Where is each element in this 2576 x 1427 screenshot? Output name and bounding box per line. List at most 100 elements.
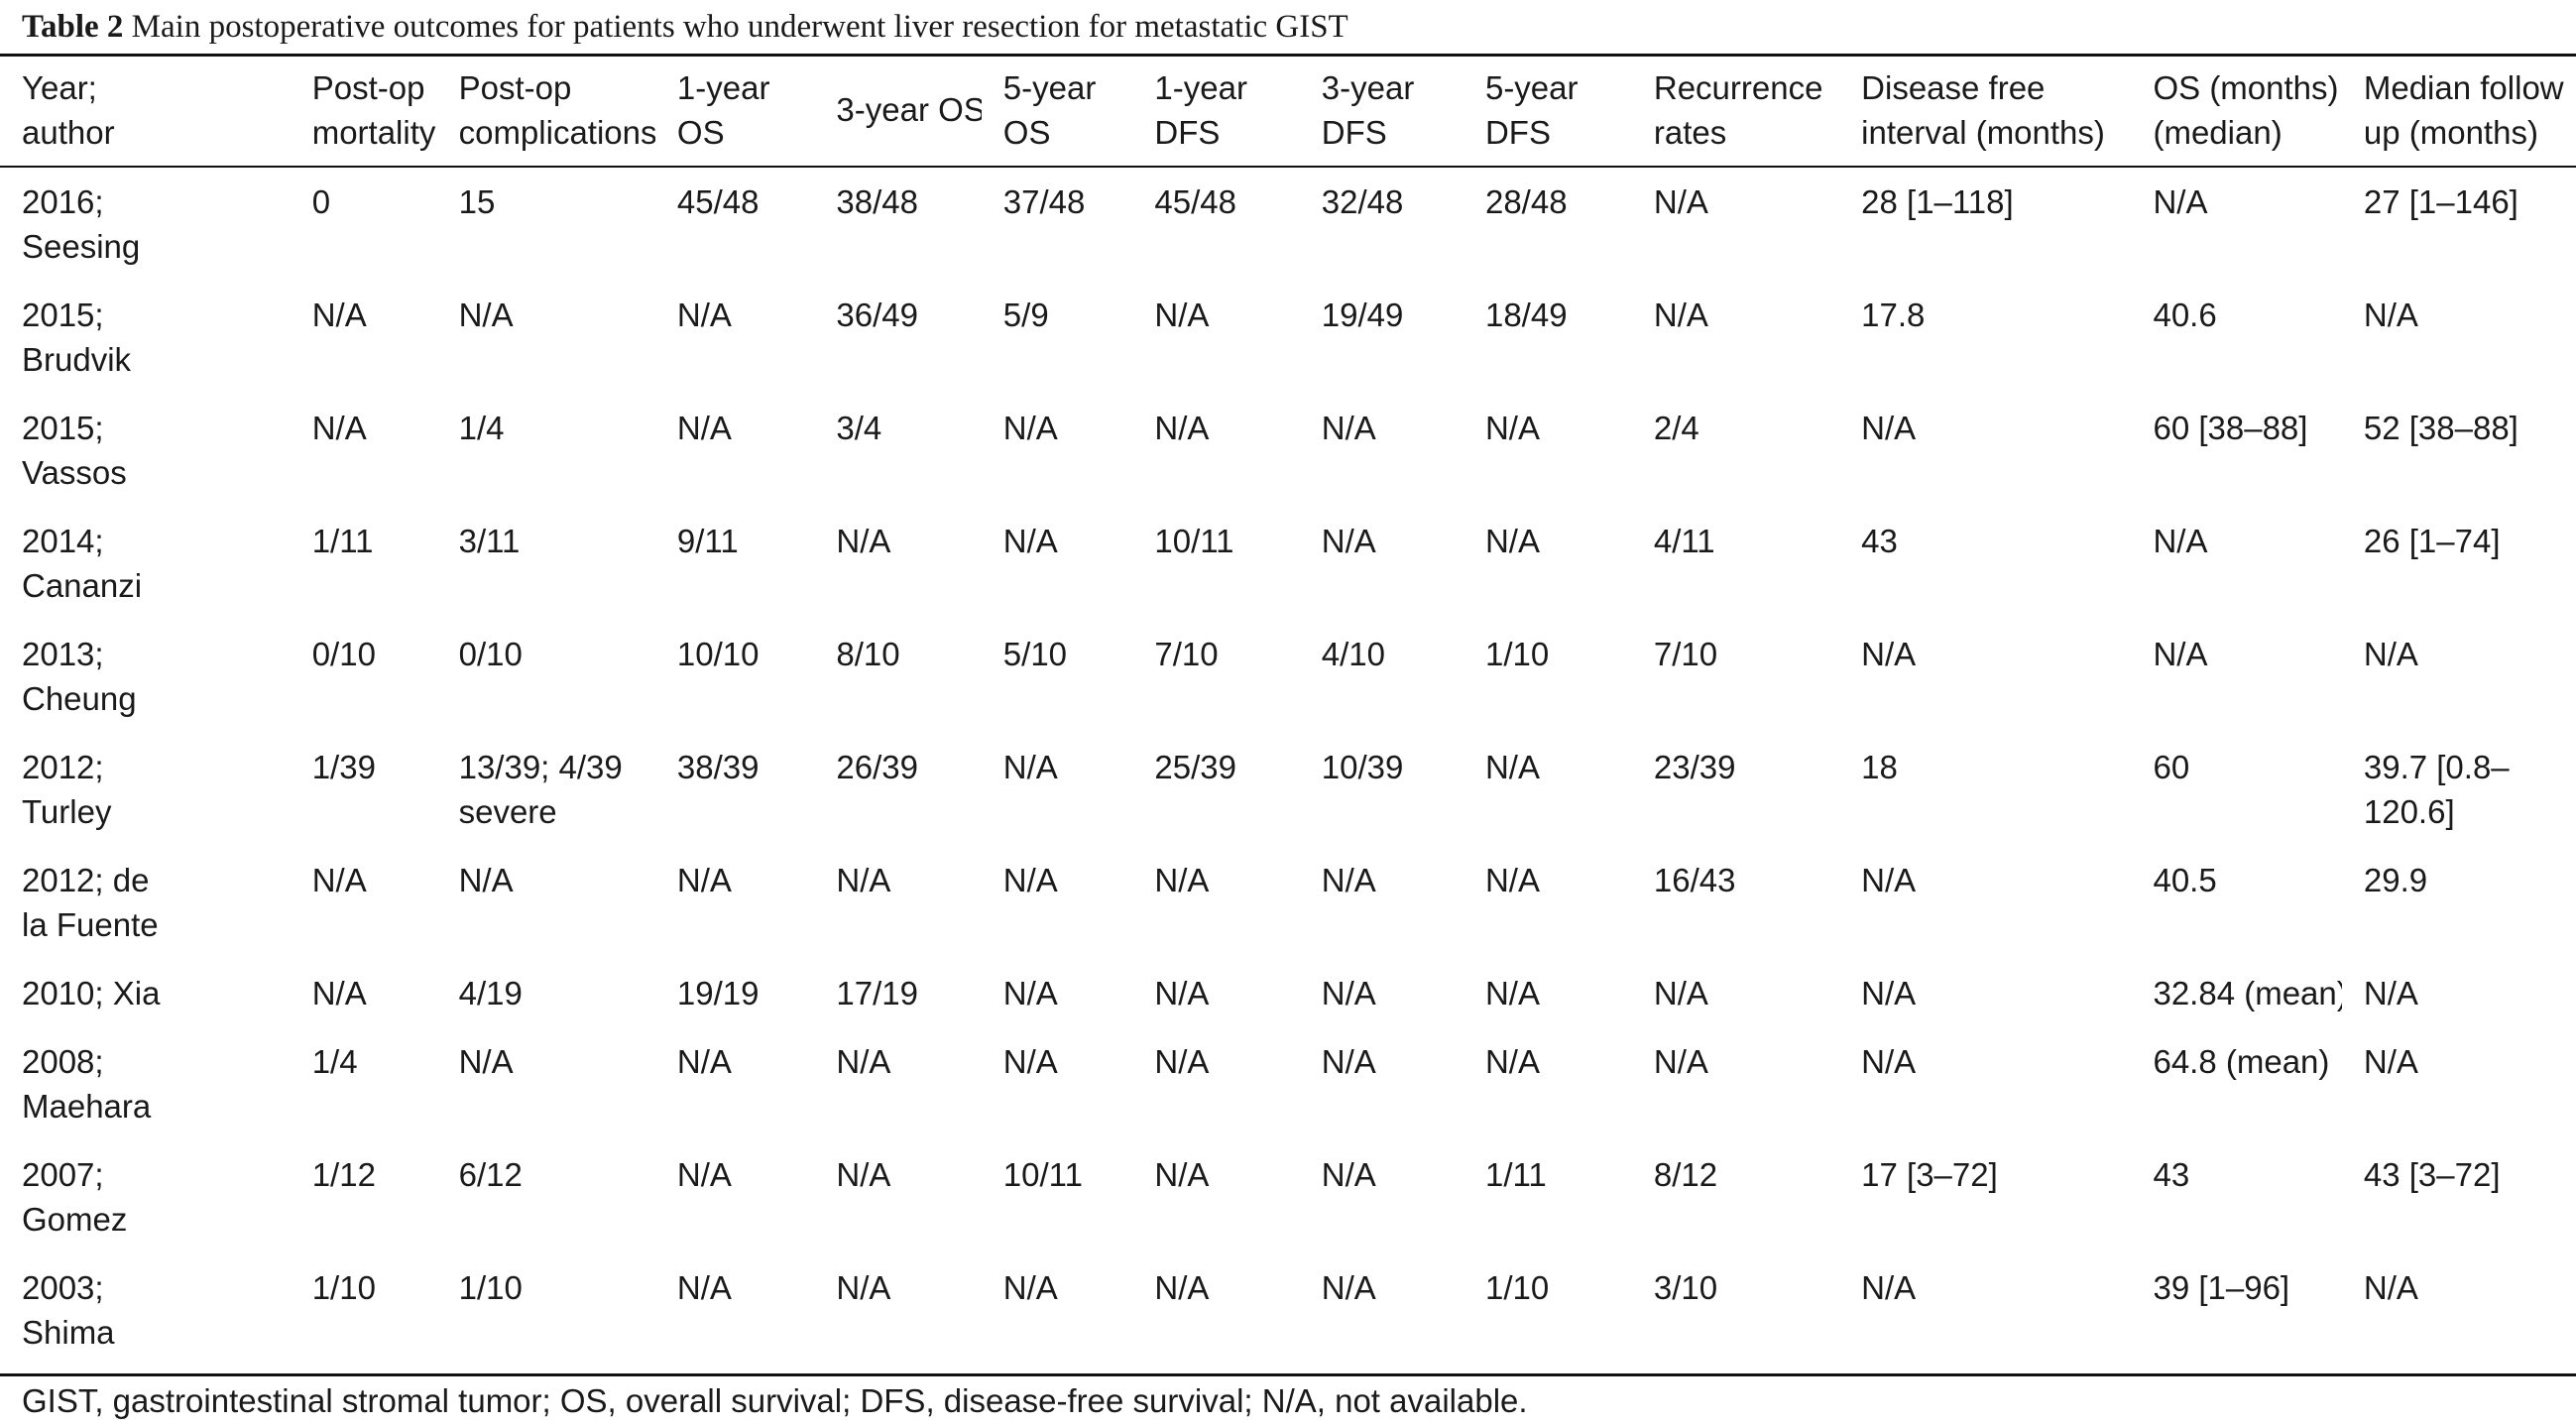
table-cell: N/A — [1464, 957, 1632, 1025]
table-cell-text: N/A — [2363, 1043, 2418, 1080]
table-cell-text: N/A — [1002, 975, 1058, 1011]
table-cell-text: N/A — [1653, 1043, 1708, 1080]
table-cell: 1/10 — [1464, 618, 1632, 731]
table-cell: 13/39; 4/39 severe — [437, 731, 655, 844]
table-cell-text: N/A — [836, 1043, 891, 1080]
study-cell: 2015; Vassos — [0, 392, 291, 505]
column-header: Recurrence rates — [1632, 57, 1839, 166]
table-cell-text: N/A — [1002, 1043, 1058, 1080]
table-row: 2012; Turley 1/39 13/39; 4/39 severe 38/39 26/… — [0, 731, 2576, 844]
study-cell-text: 2007; Gomez — [22, 1156, 128, 1238]
column-header: OS (months) (median) — [2131, 57, 2341, 166]
study-cell: 2012; de la Fuente — [0, 844, 291, 957]
table-cell: N/A — [291, 392, 437, 505]
table-cell-text: N/A — [1861, 636, 1917, 672]
table-cell-text: N/A — [1002, 1269, 1058, 1306]
table-cell-text: 45/48 — [1154, 183, 1236, 220]
table-cell: N/A — [655, 844, 815, 957]
column-header: 5-year DFS — [1464, 57, 1632, 166]
table-cell-text: N/A — [1861, 862, 1917, 898]
table-cell-text: 52 [38–88] — [2363, 410, 2518, 446]
table-cell: 5/9 — [982, 279, 1133, 392]
table-cell: N/A — [1300, 1251, 1464, 1365]
header-row: Year; author Post-op mortality Post-op compli… — [0, 57, 2576, 166]
table-cell-text: N/A — [836, 523, 891, 559]
table-cell-text: N/A — [1321, 1269, 1376, 1306]
table-cell-text: N/A — [836, 1269, 891, 1306]
table-cell: N/A — [814, 1138, 981, 1251]
study-cell: 2015; Brudvik — [0, 279, 291, 392]
table-cell: N/A — [982, 731, 1133, 844]
table-cell: N/A — [655, 1025, 815, 1138]
table-cell-text: 0 — [311, 183, 331, 220]
table-cell: 43 [3–72] — [2342, 1138, 2576, 1251]
table-cell-text: N/A — [1861, 1269, 1917, 1306]
table-cell-text: N/A — [1321, 862, 1376, 898]
table-cell: N/A — [2342, 1025, 2576, 1138]
table-cell: N/A — [2342, 957, 2576, 1025]
table-row: 2008; Maehara 1/4 N/A N/A N/A N/A N/A N/A N/A N/A N… — [0, 1025, 2576, 1138]
column-header: Year; author — [0, 57, 291, 166]
column-header-text: Post-op mortality — [311, 69, 436, 151]
table-cell-text: N/A — [1861, 975, 1917, 1011]
table-cell: 23/39 — [1632, 731, 1839, 844]
table-cell: 4/10 — [1300, 618, 1464, 731]
table-row: 2007; Gomez 1/12 6/12 N/A N/A 10/11 N/A N/A 1/11 8… — [0, 1138, 2576, 1251]
table-cell-text: 19/19 — [676, 975, 760, 1011]
table-cell: 26/39 — [814, 731, 981, 844]
table-cell-text: N/A — [1321, 410, 1376, 446]
table-cell: 39.7 [0.8– 120.6] — [2342, 731, 2576, 844]
column-header: 5-year OS — [982, 57, 1133, 166]
table-cell: 26 [1–74] — [2342, 505, 2576, 618]
table-cell: N/A — [982, 844, 1133, 957]
table-cell: N/A — [291, 279, 437, 392]
table-cell-text: 9/11 — [676, 523, 739, 559]
table-cell-text: 43 — [2153, 1156, 2190, 1193]
column-header: Post-op complications — [437, 57, 655, 166]
table-cell: 39 [1–96] — [2131, 1251, 2341, 1365]
table-cell: 3/4 — [814, 392, 981, 505]
table-cell: 10/11 — [1132, 505, 1299, 618]
table-cell: N/A — [1839, 957, 2131, 1025]
table-cell: N/A — [1132, 957, 1299, 1025]
table-caption: Table 2 Main postoperative outcomes for … — [22, 4, 2560, 50]
table-cell: 60 [38–88] — [2131, 392, 2341, 505]
table-cell-text: 17/19 — [836, 975, 918, 1011]
table-cell-text: 25/39 — [1154, 749, 1236, 785]
table-row: 2013; Cheung 0/10 0/10 10/10 8/10 5/10 7/10 4/10… — [0, 618, 2576, 731]
table-cell: 6/12 — [437, 1138, 655, 1251]
table-cell: N/A — [437, 844, 655, 957]
table-cell: 1/39 — [291, 731, 437, 844]
table-cell-text: N/A — [2363, 636, 2418, 672]
table-cell: N/A — [1632, 957, 1839, 1025]
table-cell-text: 1/10 — [1484, 636, 1550, 672]
table-cell-text: N/A — [1484, 862, 1540, 898]
table-cell-text: 19/49 — [1321, 297, 1404, 333]
table-cell-text: 18 — [1861, 749, 1898, 785]
table-cell: N/A — [291, 844, 437, 957]
table-cell-text: N/A — [1321, 523, 1376, 559]
table-cell-text: N/A — [676, 1269, 732, 1306]
table-cell-text: N/A — [1002, 749, 1058, 785]
table-cell-text: N/A — [676, 410, 732, 446]
table-cell-text: 17 [3–72] — [1861, 1156, 1998, 1193]
table-cell: N/A — [1300, 957, 1464, 1025]
table-cell: 36/49 — [814, 279, 981, 392]
table-cell-text: 32.84 (mean) — [2153, 975, 2342, 1011]
table-cell-text: 17.8 — [1861, 297, 1926, 333]
table-cell: 1/11 — [1464, 1138, 1632, 1251]
table-cell-text: 10/11 — [1002, 1156, 1083, 1193]
table-row: 2015; Vassos N/A 1/4 N/A 3/4 N/A N/A N/A N/A 2/4 N/… — [0, 392, 2576, 505]
column-header-text: 1-year DFS — [1154, 69, 1247, 151]
table-cell: 29.9 — [2342, 844, 2576, 957]
column-header-text: Post-op complications — [458, 69, 655, 151]
table-cell-text: N/A — [1002, 523, 1058, 559]
table-cell: N/A — [1839, 392, 2131, 505]
table-cell: N/A — [1464, 505, 1632, 618]
table-cell-text: N/A — [676, 1043, 732, 1080]
column-header: 1-year OS — [655, 57, 815, 166]
table-cell-text: 4/11 — [1653, 523, 1715, 559]
table-cell: N/A — [1300, 1025, 1464, 1138]
table-cell: 27 [1–146] — [2342, 166, 2576, 279]
study-cell-text: 2015; Vassos — [22, 410, 127, 491]
